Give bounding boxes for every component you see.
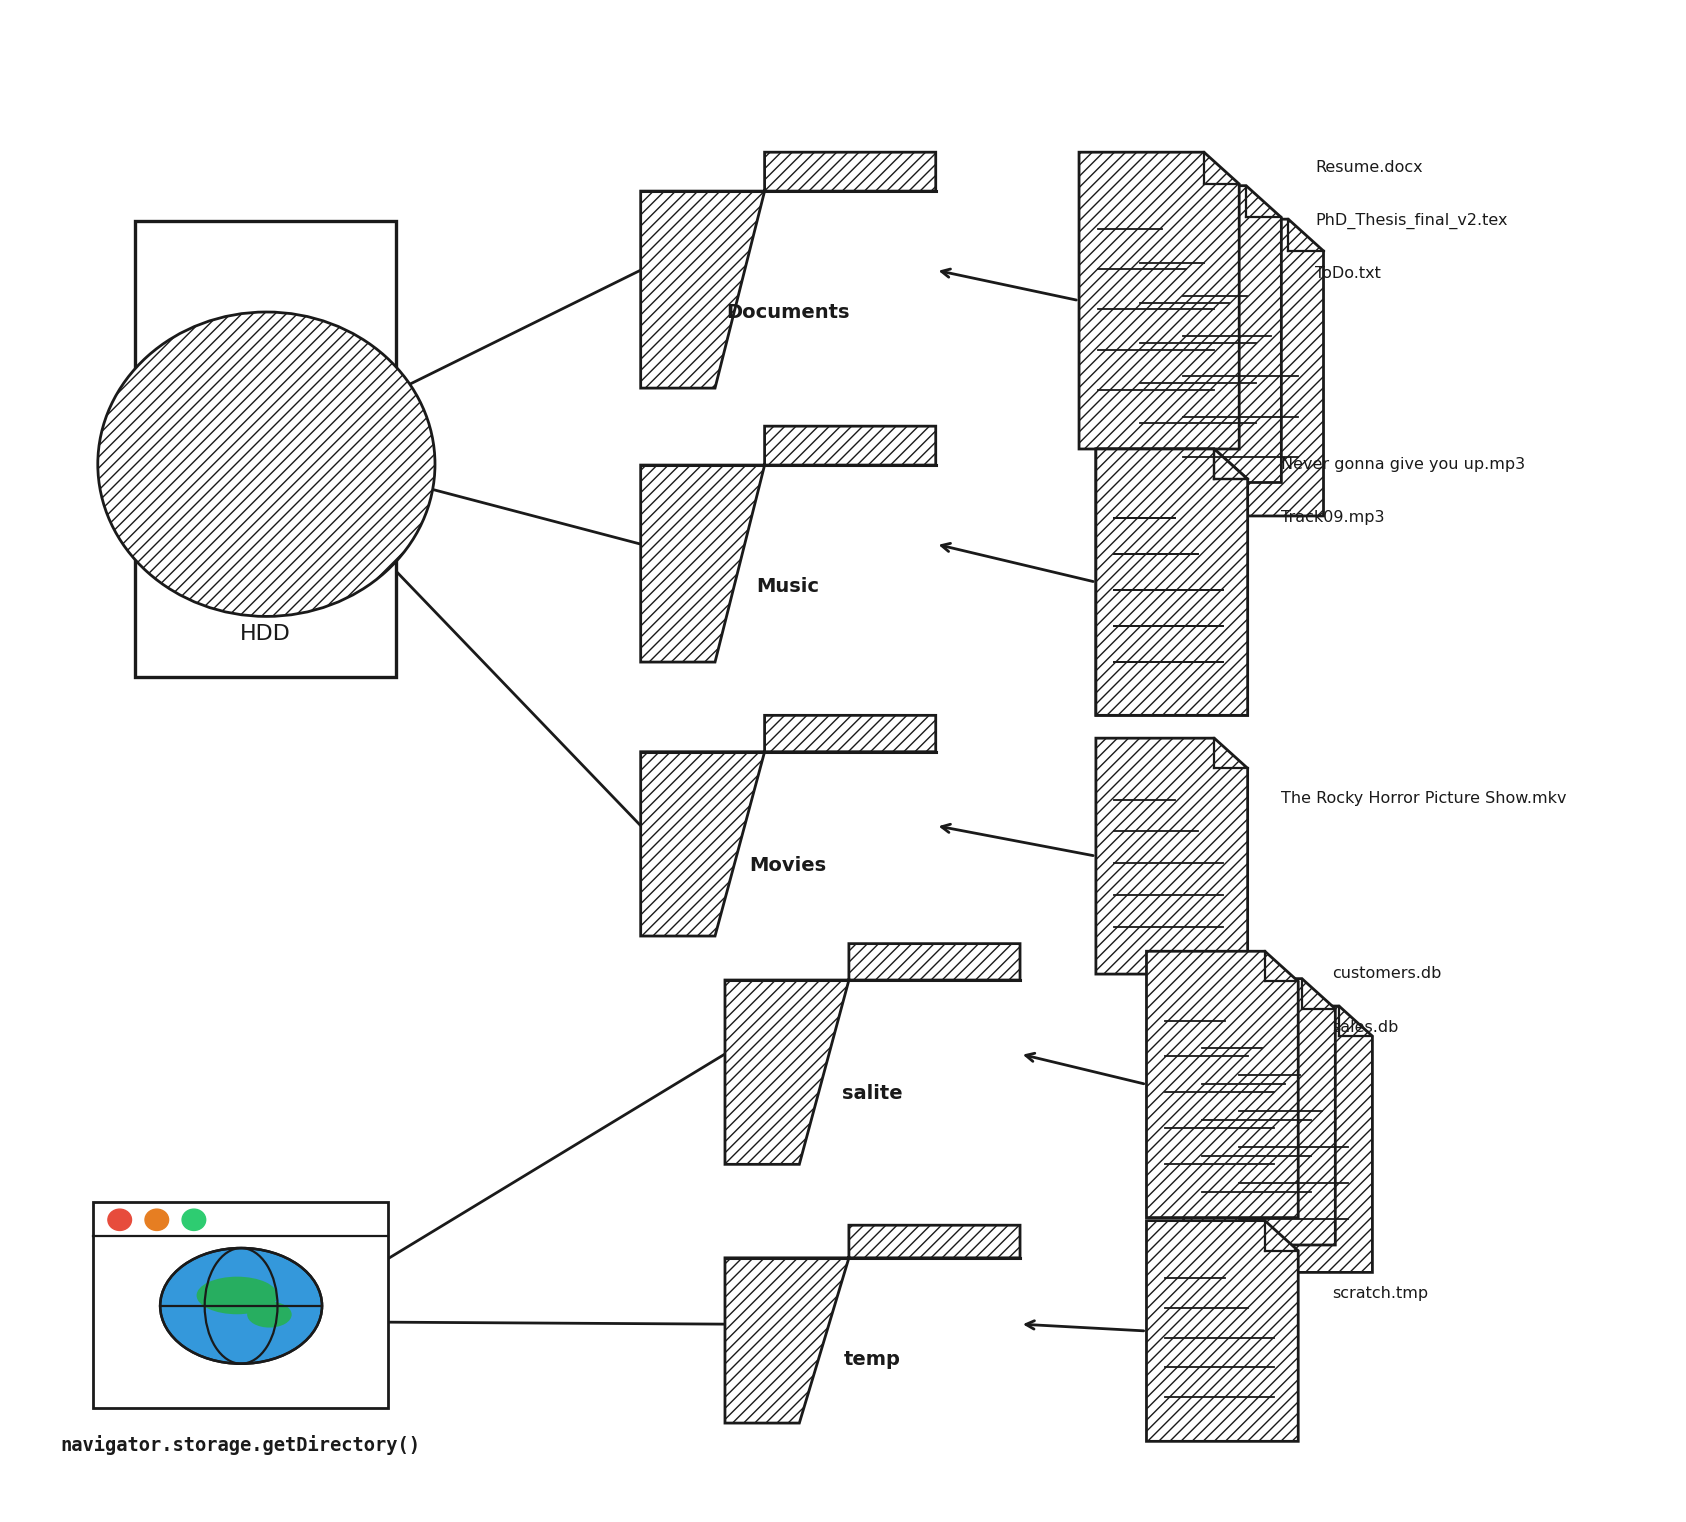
Ellipse shape (197, 1277, 278, 1315)
Polygon shape (1146, 1221, 1298, 1441)
Text: sales.db: sales.db (1332, 1020, 1398, 1035)
Polygon shape (1096, 738, 1248, 974)
Polygon shape (1163, 219, 1324, 516)
Text: Resume.docx: Resume.docx (1315, 160, 1423, 175)
Text: Never gonna give you up.mp3: Never gonna give you up.mp3 (1281, 457, 1526, 472)
Text: temp: temp (845, 1350, 900, 1370)
Bar (93, 1202, 388, 1408)
Circle shape (182, 1208, 206, 1230)
Polygon shape (1221, 1006, 1372, 1272)
Text: HDD: HDD (239, 624, 292, 644)
Polygon shape (641, 152, 936, 388)
Text: Documents: Documents (727, 303, 850, 323)
Circle shape (145, 1208, 169, 1230)
Circle shape (108, 1208, 132, 1230)
Text: Track09.mp3: Track09.mp3 (1281, 510, 1384, 525)
Text: PhD_Thesis_final_v2.tex: PhD_Thesis_final_v2.tex (1315, 213, 1507, 230)
Bar (135, 221, 396, 677)
Text: Music: Music (757, 577, 819, 597)
Text: navigator.storage.getDirectory(): navigator.storage.getDirectory() (61, 1435, 420, 1455)
Polygon shape (641, 715, 936, 936)
Ellipse shape (248, 1301, 292, 1327)
Polygon shape (1121, 186, 1281, 482)
Text: salite: salite (843, 1084, 902, 1103)
Polygon shape (641, 426, 936, 662)
Polygon shape (1184, 979, 1335, 1245)
Polygon shape (725, 1225, 1020, 1423)
Polygon shape (1096, 449, 1248, 715)
Text: scratch.tmp: scratch.tmp (1332, 1286, 1428, 1301)
Polygon shape (1096, 449, 1248, 715)
Text: Movies: Movies (750, 855, 826, 875)
Text: The Rocky Horror Picture Show.mkv: The Rocky Horror Picture Show.mkv (1281, 791, 1566, 807)
Polygon shape (1146, 951, 1298, 1218)
Text: ToDo.txt: ToDo.txt (1315, 266, 1381, 282)
Ellipse shape (160, 1248, 322, 1364)
Polygon shape (1079, 152, 1239, 449)
Circle shape (98, 312, 435, 616)
Polygon shape (725, 944, 1020, 1164)
Text: customers.db: customers.db (1332, 966, 1442, 982)
